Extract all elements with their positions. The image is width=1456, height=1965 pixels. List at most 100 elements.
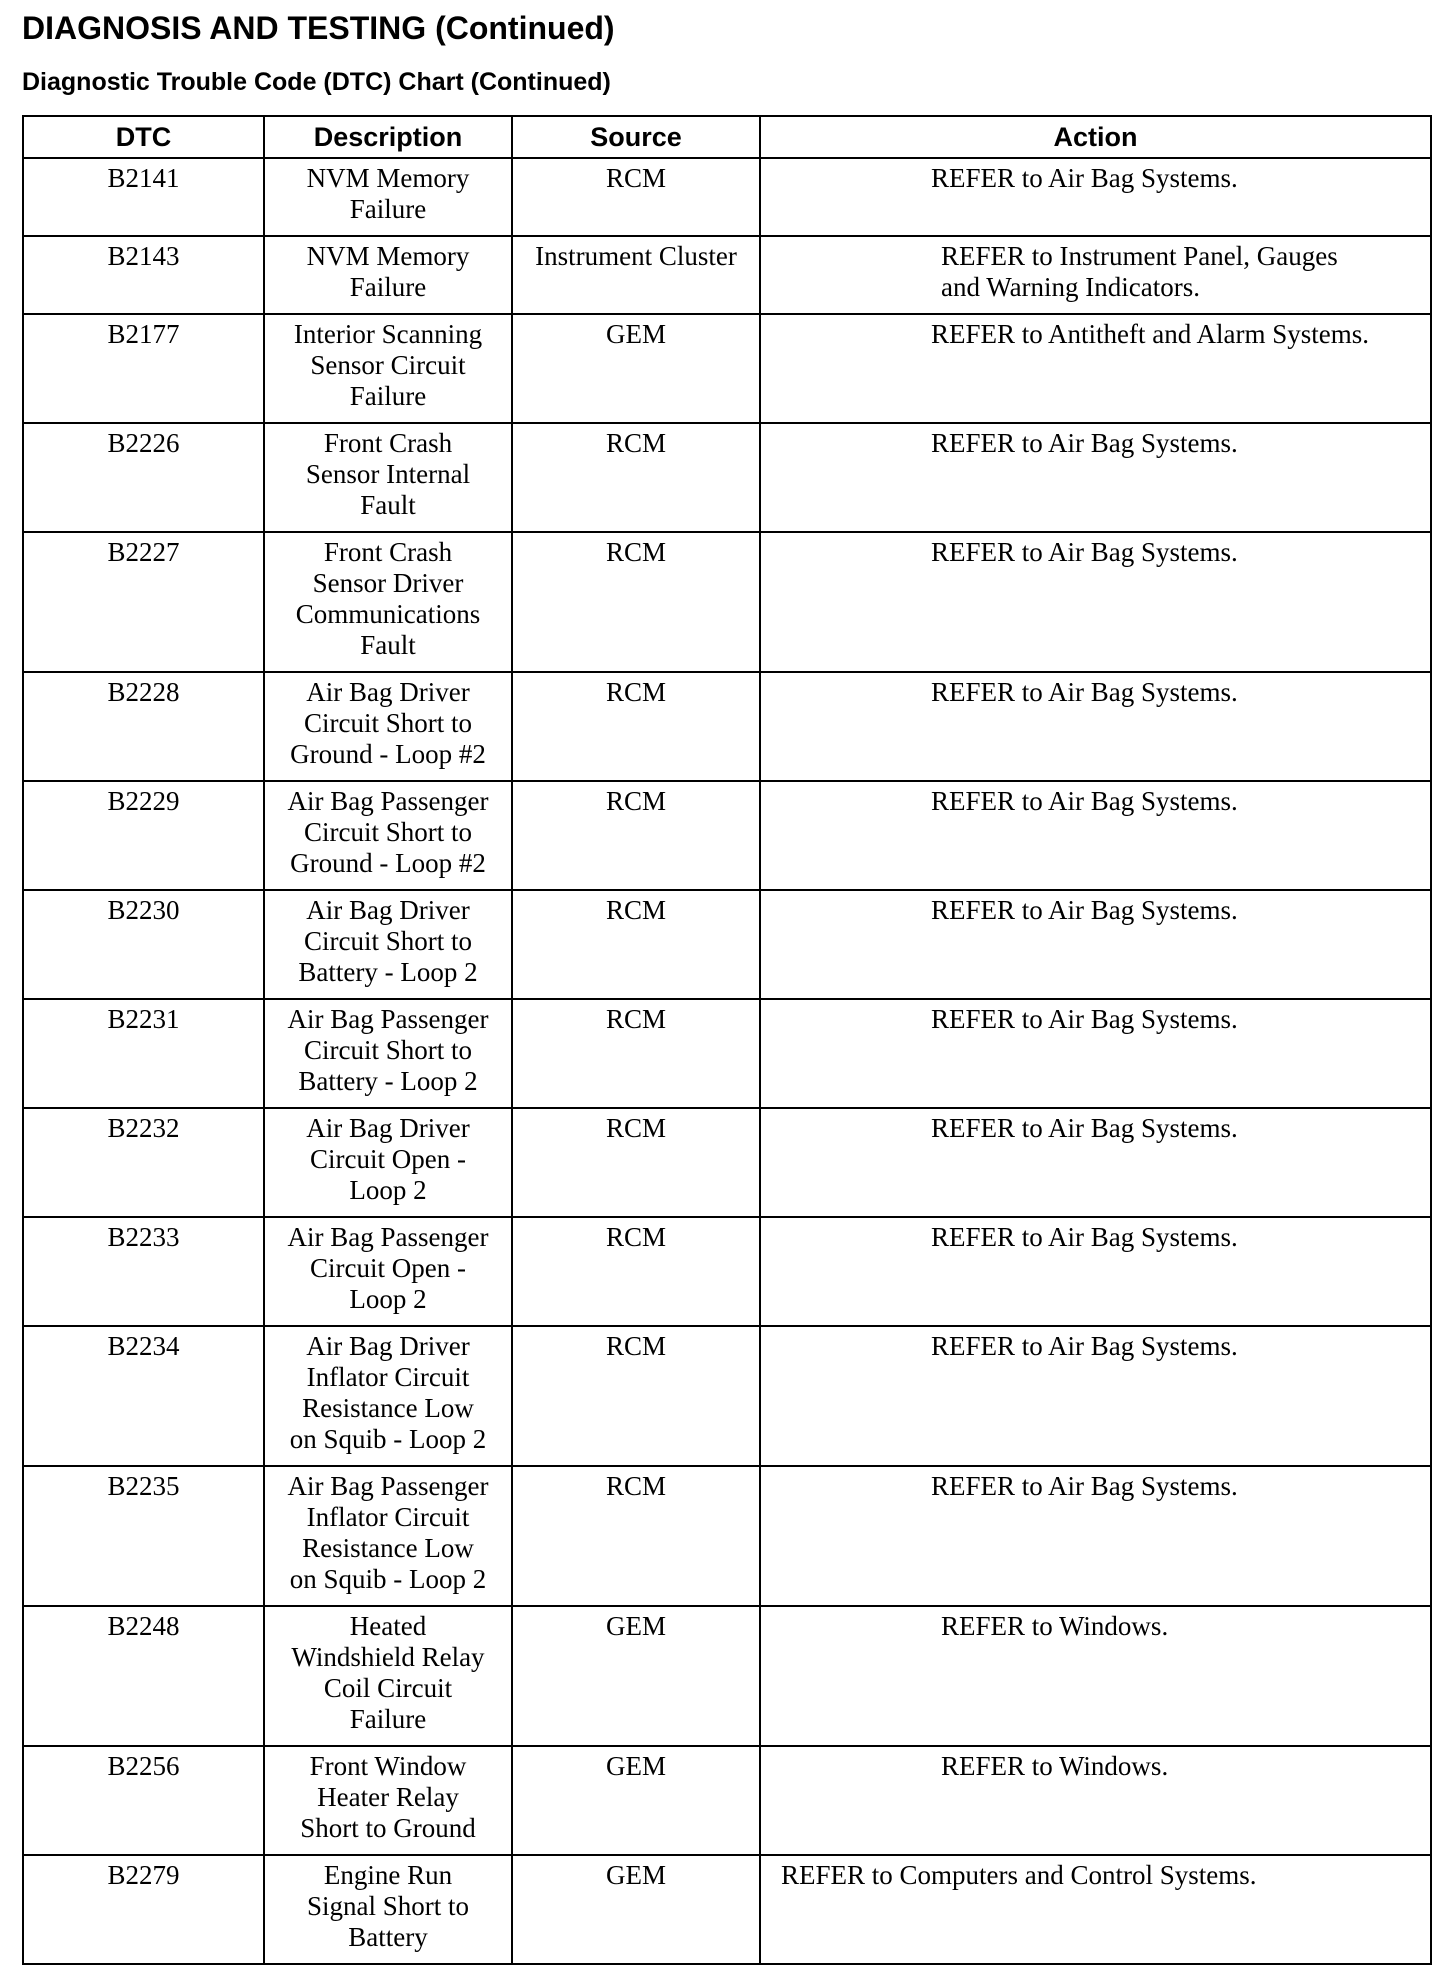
- description-cell: NVM Memory Failure: [263, 235, 513, 315]
- action-cell: REFER to Windows.: [759, 1605, 1432, 1747]
- table-row: B2235 Air Bag Passenger Inflator Circuit Re…: [22, 1465, 1432, 1607]
- description-line: Engine Run: [323, 1860, 453, 1890]
- description-line: Failure: [349, 272, 427, 302]
- dtc-cell: B2235: [22, 1465, 265, 1607]
- table-row: B2143 NVM Memory Failure Instrument Cluster…: [22, 235, 1432, 315]
- action-line: REFER to Computers and Control Systems.: [781, 1860, 1257, 1890]
- action-line: REFER to Instrument Panel, Gauges: [941, 241, 1338, 271]
- description-line: Circuit Short to: [304, 1035, 472, 1065]
- description-line: Air Bag Passenger: [287, 1471, 489, 1501]
- description-line: Front Crash: [323, 537, 453, 567]
- action-cell: REFER to Air Bag Systems.: [759, 780, 1432, 891]
- dtc-cell: B2143: [22, 235, 265, 315]
- action-line: REFER to Air Bag Systems.: [931, 1471, 1238, 1501]
- description-line: Battery - Loop 2: [298, 1066, 478, 1096]
- action-line: REFER to Air Bag Systems.: [931, 677, 1238, 707]
- dtc-cell: B2231: [22, 998, 265, 1109]
- description-line: Ground - Loop #2: [290, 848, 486, 878]
- description-line: Heater Relay: [317, 1782, 459, 1812]
- description-line: Air Bag Driver: [306, 895, 470, 925]
- source-cell: GEM: [511, 1854, 761, 1965]
- table-row: B2227 Front Crash Sensor Driver Communicati…: [22, 531, 1432, 673]
- description-line: Fault: [360, 490, 416, 520]
- dtc-cell: B2229: [22, 780, 265, 891]
- source-cell: RCM: [511, 1107, 761, 1218]
- description-cell: Air Bag Passenger Circuit Open - Loop 2: [263, 1216, 513, 1327]
- description-cell: Front Window Heater Relay Short to Ground: [263, 1745, 513, 1856]
- action-cell: REFER to Computers and Control Systems.: [759, 1854, 1432, 1965]
- action-line: REFER to Antitheft and Alarm Systems.: [931, 319, 1369, 349]
- table-row: B2230 Air Bag Driver Circuit Short to Batte…: [22, 889, 1432, 1000]
- description-cell: Heated Windshield Relay Coil Circuit Failur…: [263, 1605, 513, 1747]
- description-line: Inflator Circuit: [306, 1502, 470, 1532]
- description-line: NVM Memory: [306, 241, 470, 271]
- description-cell: Interior Scanning Sensor Circuit Failure: [263, 313, 513, 424]
- description-line: Signal Short to: [306, 1891, 469, 1921]
- description-line: Ground - Loop #2: [290, 739, 486, 769]
- description-cell: Front Crash Sensor Driver Communications Fa…: [263, 531, 513, 673]
- description-line: Failure: [349, 381, 427, 411]
- source-cell: GEM: [511, 1745, 761, 1856]
- column-header: Description: [263, 115, 513, 159]
- action-cell: REFER to Air Bag Systems.: [759, 1107, 1432, 1218]
- page-title: DIAGNOSIS AND TESTING (Continued): [22, 10, 615, 46]
- description-line: Circuit Open -: [310, 1253, 466, 1283]
- description-cell: Front Crash Sensor Internal Fault: [263, 422, 513, 533]
- dtc-cell: B2233: [22, 1216, 265, 1327]
- table-row: B2231 Air Bag Passenger Circuit Short to Ba…: [22, 998, 1432, 1109]
- column-header: Source: [511, 115, 761, 159]
- action-cell: REFER to Air Bag Systems.: [759, 157, 1432, 237]
- source-cell: RCM: [511, 889, 761, 1000]
- description-line: Battery: [348, 1922, 428, 1952]
- action-cell: REFER to Instrument Panel, Gauges and War…: [759, 235, 1432, 315]
- description-cell: Engine Run Signal Short to Battery: [263, 1854, 513, 1965]
- source-cell: RCM: [511, 1325, 761, 1467]
- description-cell: Air Bag Driver Circuit Short to Battery - …: [263, 889, 513, 1000]
- action-cell: REFER to Antitheft and Alarm Systems.: [759, 313, 1432, 424]
- description-line: Loop 2: [349, 1284, 427, 1314]
- description-cell: Air Bag Passenger Circuit Short to Ground …: [263, 780, 513, 891]
- action-line: and Warning Indicators.: [941, 272, 1201, 302]
- action-cell: REFER to Air Bag Systems.: [759, 1216, 1432, 1327]
- description-line: Air Bag Driver: [306, 1113, 470, 1143]
- action-line: REFER to Air Bag Systems.: [931, 895, 1238, 925]
- description-line: Short to Ground: [300, 1813, 476, 1843]
- description-line: Failure: [349, 194, 427, 224]
- description-cell: Air Bag Driver Circuit Short to Ground - L…: [263, 671, 513, 782]
- dtc-cell: B2256: [22, 1745, 265, 1856]
- dtc-table: DTC Description Source Action B2141 NVM Memo…: [22, 115, 1432, 1965]
- dtc-cell: B2228: [22, 671, 265, 782]
- action-line: REFER to Windows.: [941, 1751, 1169, 1781]
- chart-subtitle: Diagnostic Trouble Code (DTC) Chart (Con…: [22, 68, 611, 96]
- table-row: B2141 NVM Memory Failure RCM REFER to Air Ba…: [22, 157, 1432, 237]
- description-line: Communications: [295, 599, 481, 629]
- dtc-cell: B2141: [22, 157, 265, 237]
- description-line: Coil Circuit: [323, 1673, 453, 1703]
- description-line: Air Bag Driver: [306, 677, 470, 707]
- dtc-cell: B2248: [22, 1605, 265, 1747]
- description-cell: Air Bag Driver Circuit Open - Loop 2: [263, 1107, 513, 1218]
- source-cell: GEM: [511, 313, 761, 424]
- source-cell: RCM: [511, 671, 761, 782]
- action-cell: REFER to Air Bag Systems.: [759, 1465, 1432, 1607]
- description-cell: Air Bag Driver Inflator Circuit Resistance…: [263, 1325, 513, 1467]
- table-row: B2229 Air Bag Passenger Circuit Short to Gr…: [22, 780, 1432, 891]
- dtc-cell: B2230: [22, 889, 265, 1000]
- description-line: Resistance Low: [302, 1533, 474, 1563]
- description-line: Circuit Open -: [310, 1144, 466, 1174]
- description-line: Battery - Loop 2: [298, 957, 478, 987]
- description-line: Circuit Short to: [304, 926, 472, 956]
- description-line: Sensor Driver: [312, 568, 464, 598]
- table-row: B2177 Interior Scanning Sensor Circuit Fail…: [22, 313, 1432, 424]
- description-line: Air Bag Driver: [306, 1331, 470, 1361]
- action-cell: REFER to Air Bag Systems.: [759, 889, 1432, 1000]
- description-cell: Air Bag Passenger Circuit Short to Battery…: [263, 998, 513, 1109]
- description-line: Circuit Short to: [304, 817, 472, 847]
- source-cell: RCM: [511, 998, 761, 1109]
- description-line: on Squib - Loop 2: [289, 1424, 487, 1454]
- table-row: B2279 Engine Run Signal Short to Battery GEM…: [22, 1854, 1432, 1965]
- action-line: REFER to Air Bag Systems.: [931, 1113, 1238, 1143]
- description-line: Air Bag Passenger: [287, 786, 489, 816]
- source-cell: Instrument Cluster: [511, 235, 761, 315]
